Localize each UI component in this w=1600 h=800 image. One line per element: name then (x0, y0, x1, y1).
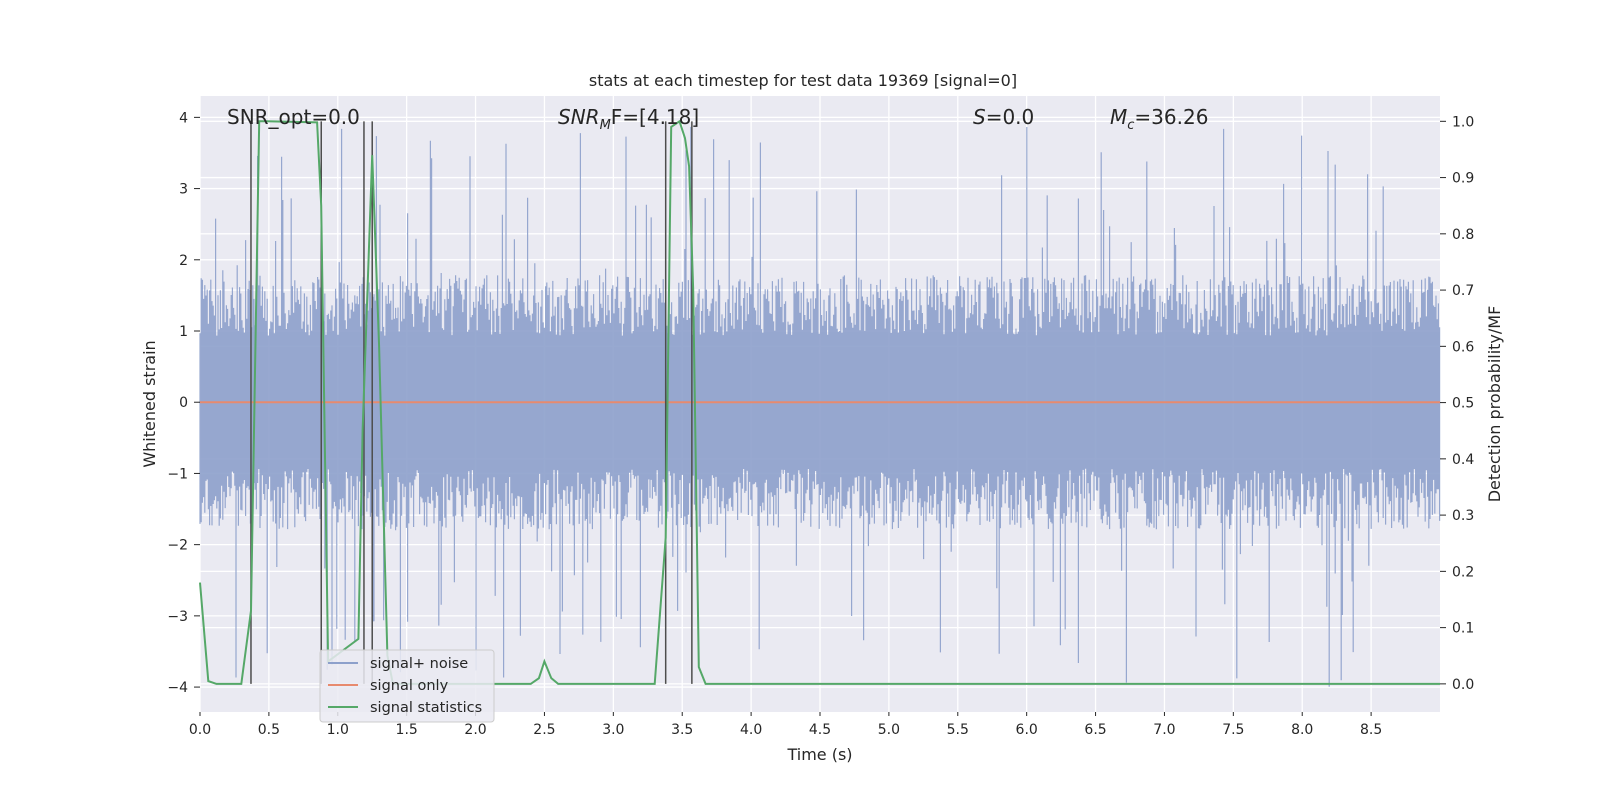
left-y-tick-label: 4 (179, 110, 188, 126)
right-y-tick-label: 0.8 (1452, 227, 1474, 243)
snr-mf-annotation: SNRMF=[4.18] (558, 105, 699, 133)
mc-value: =36.26 (1134, 105, 1208, 129)
signal-noise-trace (199, 126, 1441, 687)
x-tick-label: 5.0 (878, 722, 900, 738)
x-tick-label: 7.5 (1222, 722, 1244, 738)
left-y-tick-label: 1 (179, 324, 188, 340)
right-y-tick-label: 0.7 (1452, 283, 1474, 299)
left-y-axis-ticks: 4 3 2 1 0 −1 −2 −3 −4 (167, 110, 200, 696)
left-y-tick-label: 0 (179, 395, 188, 411)
x-tick-label: 5.5 (947, 722, 969, 738)
s-annotation: S=0.0 (973, 105, 1034, 129)
right-y-tick-label: 0.0 (1452, 677, 1474, 693)
snr-mf-value: F=[4.18] (611, 105, 699, 129)
legend: signal+ noise signal only signal statist… (319, 649, 495, 723)
left-y-tick-label: −2 (167, 538, 188, 554)
mc-annotation: Mc=36.26 (1110, 105, 1208, 133)
signal-noise-series (199, 126, 1441, 687)
annotations: SNR_opt=0.0 SNRMF=[4.18] S=0.0 Mc=36.26 (227, 105, 1208, 133)
legend-label-signal-noise: signal+ noise (370, 656, 468, 672)
x-tick-label: 3.0 (602, 722, 624, 738)
x-tick-label: 2.5 (533, 722, 555, 738)
x-tick-label: 4.5 (809, 722, 831, 738)
x-tick-label: 8.0 (1291, 722, 1313, 738)
x-tick-label: 6.5 (1084, 722, 1106, 738)
right-y-tick-label: 0.2 (1452, 564, 1474, 580)
x-tick-label: 1.0 (327, 722, 349, 738)
snr-mf-label: SNR (558, 105, 600, 129)
legend-box (319, 649, 495, 723)
right-y-tick-label: 0.4 (1452, 452, 1474, 468)
x-tick-label: 7.0 (1153, 722, 1175, 738)
right-y-axis-label: Detection probability/MF (1485, 306, 1504, 503)
left-y-tick-label: −1 (167, 466, 188, 482)
right-y-tick-label: 0.6 (1452, 339, 1474, 355)
legend-label-signal-only: signal only (370, 678, 449, 694)
right-y-tick-label: 1.0 (1452, 114, 1474, 130)
x-tick-label: 4.0 (740, 722, 762, 738)
s-label: S (973, 105, 986, 129)
left-y-tick-label: 2 (179, 253, 188, 269)
x-tick-label: 0.0 (189, 722, 211, 738)
legend-label-signal-statistics: signal statistics (370, 700, 482, 716)
mc-label: M (1110, 105, 1127, 129)
left-y-axis-label: Whitened strain (140, 340, 159, 467)
chart-title: stats at each timestep for test data 193… (589, 71, 1017, 90)
right-y-tick-label: 0.5 (1452, 396, 1474, 412)
x-tick-label: 8.5 (1360, 722, 1382, 738)
left-y-tick-label: −4 (167, 680, 188, 696)
snr-mf-subscript: M (600, 118, 611, 133)
right-y-tick-label: 0.1 (1452, 621, 1474, 637)
x-tick-label: 2.0 (464, 722, 486, 738)
left-y-tick-label: −3 (167, 609, 188, 625)
x-tick-label: 0.5 (258, 722, 280, 738)
right-y-tick-label: 0.3 (1452, 508, 1474, 524)
x-tick-label: 3.5 (671, 722, 693, 738)
mc-subscript: c (1127, 118, 1134, 133)
snr-opt-annotation: SNR_opt=0.0 (227, 105, 360, 129)
x-tick-label: 6.0 (1016, 722, 1038, 738)
s-value: =0.0 (986, 105, 1035, 129)
left-y-tick-label: 3 (179, 182, 188, 198)
x-axis-ticks: 0.0 0.5 1.0 1.5 2.0 2.5 3.0 3.5 4.0 4.5 5.0 5.5 6.0 6… (189, 712, 1382, 738)
x-tick-label: 1.5 (396, 722, 418, 738)
x-axis-label: Time (s) (786, 745, 852, 764)
right-y-tick-label: 0.9 (1452, 171, 1474, 187)
right-y-axis-ticks: 1.0 0.9 0.8 0.7 0.6 0.5 0.4 0.3 0.2 0.1 0.0 (1440, 114, 1474, 693)
